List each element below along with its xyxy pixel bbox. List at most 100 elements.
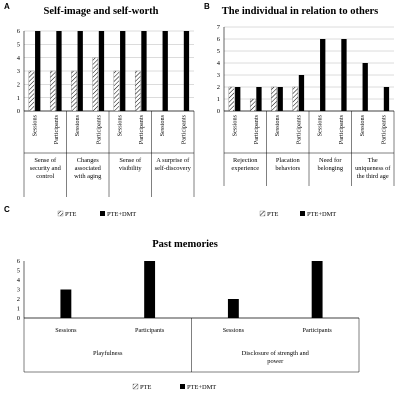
y-tick-label: 6 — [17, 258, 21, 265]
bar-pte-dmt — [383, 87, 390, 111]
y-tick-label: 3 — [17, 287, 20, 294]
category-label: Participants — [380, 114, 387, 144]
bar-pte-dmt — [227, 299, 239, 318]
bar-pte-dmt — [183, 31, 190, 111]
legend-swatch — [100, 211, 105, 216]
y-tick-label: 1 — [17, 306, 20, 313]
legend-label: PTE — [65, 211, 76, 218]
bar-pte-dmt — [362, 63, 368, 111]
group-label: security and — [30, 165, 62, 172]
bar-pte-dmt — [120, 31, 126, 111]
bar-pte — [28, 70, 35, 112]
legend-swatch — [132, 383, 139, 390]
category-label: Sessions — [32, 114, 39, 136]
legend-label: PTE — [267, 211, 278, 218]
chart-panel-b: B The individual in relation to others 0 1 2… — [204, 2, 395, 218]
group-label: A surprise of — [156, 157, 190, 164]
bar-pte-dmt — [144, 261, 156, 318]
legend-label: PTE — [140, 384, 151, 391]
category-label: Sessions — [55, 327, 77, 334]
bar-pte — [49, 70, 56, 112]
bar-pte — [113, 70, 120, 112]
y-tick-label: 2 — [17, 296, 20, 303]
legend: PTE PTE+DMT — [132, 383, 216, 391]
category-label: Sessions — [317, 114, 324, 136]
group-label: associated — [75, 165, 102, 172]
y-tick-label: 1 — [17, 95, 20, 102]
legend-label: PTE+DMT — [187, 384, 216, 391]
group-label: uniqueness of — [355, 165, 391, 172]
chart-title: Self-image and self-worth — [44, 6, 159, 17]
category-label: Sessions — [274, 114, 281, 136]
bar-pte-dmt — [35, 31, 41, 111]
bar-pte — [92, 57, 99, 112]
y-tick-label: 3 — [17, 68, 20, 75]
bar-pte-dmt — [256, 87, 262, 111]
y-tick-label: 5 — [17, 268, 20, 275]
bar-pte-dmt — [56, 31, 62, 111]
group-label: The — [368, 157, 378, 164]
bar-pte-dmt — [77, 31, 83, 111]
bar-pte-dmt — [60, 289, 72, 318]
group-label: the third age — [357, 173, 389, 180]
legend: PTE PTE+DMT — [57, 210, 136, 218]
group-label: behaviors — [275, 165, 300, 172]
y-tick-label: 4 — [217, 60, 221, 67]
y-tick-label: 6 — [17, 28, 21, 35]
y-tick-label: 4 — [17, 277, 21, 284]
group-label: Sense of — [34, 157, 57, 164]
bar-pte — [292, 86, 299, 112]
legend-swatch — [180, 384, 185, 389]
category-label: Sessions — [223, 327, 245, 334]
bar-pte-dmt — [98, 31, 105, 111]
category-label: Participants — [295, 114, 302, 144]
group-label: visibility — [119, 165, 143, 172]
y-tick-label: 7 — [217, 24, 221, 31]
category-label: Participants — [53, 114, 60, 144]
category-label: Participants — [95, 114, 102, 144]
bar-pte-dmt — [277, 87, 283, 111]
bar-pte — [134, 70, 141, 112]
bar-pte — [249, 98, 256, 112]
group-label: Sense of — [119, 157, 142, 164]
group-label: power — [267, 358, 284, 365]
panel-letter: C — [4, 205, 10, 214]
group-label: Rejection — [233, 157, 258, 164]
y-tick-label: 0 — [17, 108, 20, 115]
category-label: Sessions — [159, 114, 166, 136]
legend-label: PTE+DMT — [307, 211, 336, 218]
bar-pte-dmt — [298, 75, 305, 111]
panel-letter: B — [204, 2, 210, 11]
bar-pte-dmt — [141, 31, 147, 111]
y-tick-label: 4 — [17, 55, 21, 62]
chart-title: The individual in relation to others — [222, 6, 378, 17]
chart-title: Past memories — [152, 239, 218, 250]
category-label: Sessions — [117, 114, 124, 136]
group-label: belonging — [317, 165, 343, 172]
bar-pte — [271, 86, 277, 112]
category-label: Participants — [303, 327, 333, 334]
group-label: Need for — [319, 157, 342, 164]
bar-pte-dmt — [320, 39, 326, 111]
y-tick-label: 0 — [217, 108, 220, 115]
category-label: Sessions — [232, 114, 239, 136]
category-label: Participants — [338, 114, 345, 144]
y-tick-label: 0 — [17, 315, 20, 322]
category-label: Participants — [138, 114, 145, 144]
y-tick-label: 5 — [17, 42, 20, 49]
legend-swatch — [300, 211, 305, 216]
legend-label: PTE+DMT — [107, 211, 136, 218]
y-tick-label: 2 — [17, 82, 20, 89]
group-label: with aging — [74, 173, 102, 180]
legend-swatch — [57, 210, 64, 217]
bar-pte-dmt — [162, 31, 168, 111]
chart-panel-a: A Self-image and self-worth 0 1 2 3 4 5 6 Session… — [4, 2, 195, 218]
group-label: Disclosure of strength and — [242, 350, 310, 357]
bar-pte — [228, 86, 235, 112]
group-label: self-discovery — [155, 165, 192, 172]
group-label: experience — [231, 165, 259, 172]
legend-swatch — [259, 210, 266, 217]
category-label: Sessions — [359, 114, 366, 136]
category-label: Participants — [180, 114, 187, 144]
